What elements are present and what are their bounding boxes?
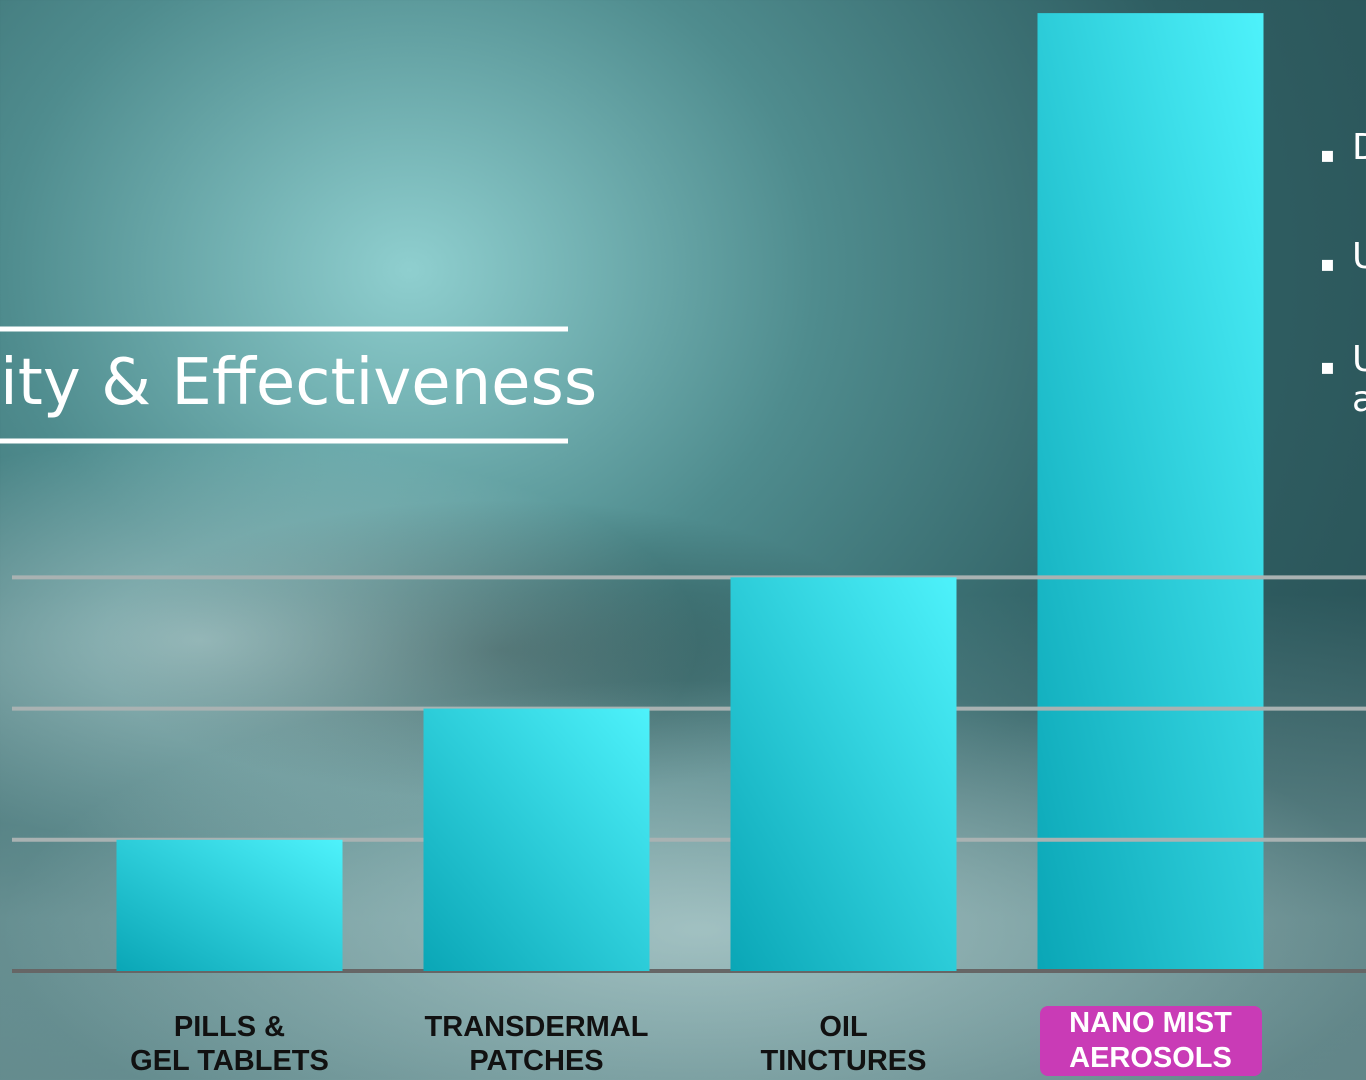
- bullet-text: U a: [1352, 340, 1366, 420]
- x-tick-label: NANO MIST AEROSOLS: [1040, 1006, 1262, 1076]
- bullet-text: D: [1352, 128, 1366, 168]
- bar: [117, 840, 343, 971]
- x-tick-label: OIL TINCTURES: [714, 1010, 974, 1078]
- slide: ity & Effectiveness (() => { const data …: [0, 0, 1366, 1080]
- bullet-text: U: [1352, 237, 1366, 277]
- bar: [424, 709, 650, 971]
- slide-title: ity & Effectiveness: [0, 346, 597, 420]
- chart: [0, 0, 1366, 1080]
- bar: [1038, 13, 1264, 971]
- x-tick-label: PILLS & GEL TABLETS: [100, 1010, 360, 1078]
- x-tick-label: TRANSDERMAL PATCHES: [407, 1010, 667, 1078]
- bar: [731, 577, 957, 971]
